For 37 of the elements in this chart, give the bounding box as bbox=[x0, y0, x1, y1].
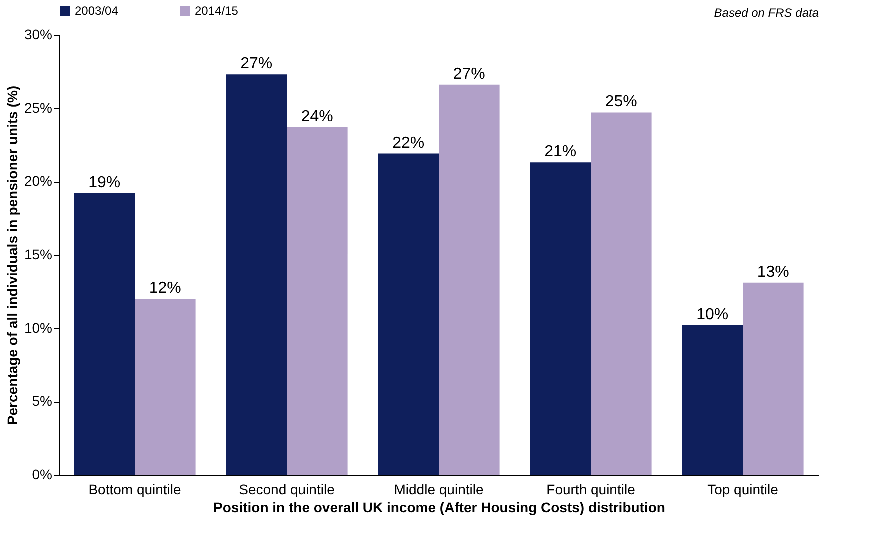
y-tick-label: 10% bbox=[24, 320, 52, 336]
data-label: 25% bbox=[605, 94, 638, 111]
bar bbox=[135, 299, 196, 475]
bar bbox=[591, 112, 652, 475]
data-label: 21% bbox=[544, 144, 577, 161]
x-tick-label: Fourth quintile bbox=[546, 482, 636, 498]
legend-label: 2003/04 bbox=[75, 4, 119, 18]
y-tick-label: 5% bbox=[32, 393, 52, 410]
y-tick-label: 15% bbox=[24, 246, 52, 262]
y-tick-label: 25% bbox=[24, 100, 52, 116]
data-label: 27% bbox=[453, 66, 486, 83]
x-tick-label: Second quintile bbox=[239, 482, 336, 498]
x-tick-label: Bottom quintile bbox=[88, 482, 182, 498]
y-tick-label: 30% bbox=[24, 26, 52, 42]
x-axis-title: Position in the overall UK income (After Housing Costs) distribution bbox=[214, 500, 666, 516]
bar bbox=[74, 193, 135, 475]
text: Based on FRS data bbox=[714, 6, 820, 20]
x-tick-label: Middle quintile bbox=[394, 482, 484, 498]
x-tick-label: Top quintile bbox=[708, 482, 779, 498]
data-label: 10% bbox=[696, 306, 729, 324]
data-label: 12% bbox=[149, 280, 182, 297]
data-label: 24% bbox=[301, 108, 334, 126]
data-label: 22% bbox=[392, 134, 425, 152]
bar bbox=[743, 282, 804, 475]
legend-label: 2014/15 bbox=[195, 4, 239, 18]
bar bbox=[226, 74, 287, 475]
data-label: 13% bbox=[757, 264, 790, 281]
bar bbox=[378, 154, 439, 475]
y-tick-label: 0% bbox=[32, 466, 52, 482]
bar bbox=[530, 162, 591, 475]
bar bbox=[287, 127, 348, 475]
y-axis-title: Percentage of all individuals in pensioner units (%) bbox=[4, 86, 20, 426]
bar bbox=[439, 84, 500, 475]
data-label: 19% bbox=[88, 174, 121, 192]
y-tick-label: 20% bbox=[24, 173, 52, 190]
data-label: 27% bbox=[240, 56, 273, 73]
bar bbox=[682, 325, 743, 475]
